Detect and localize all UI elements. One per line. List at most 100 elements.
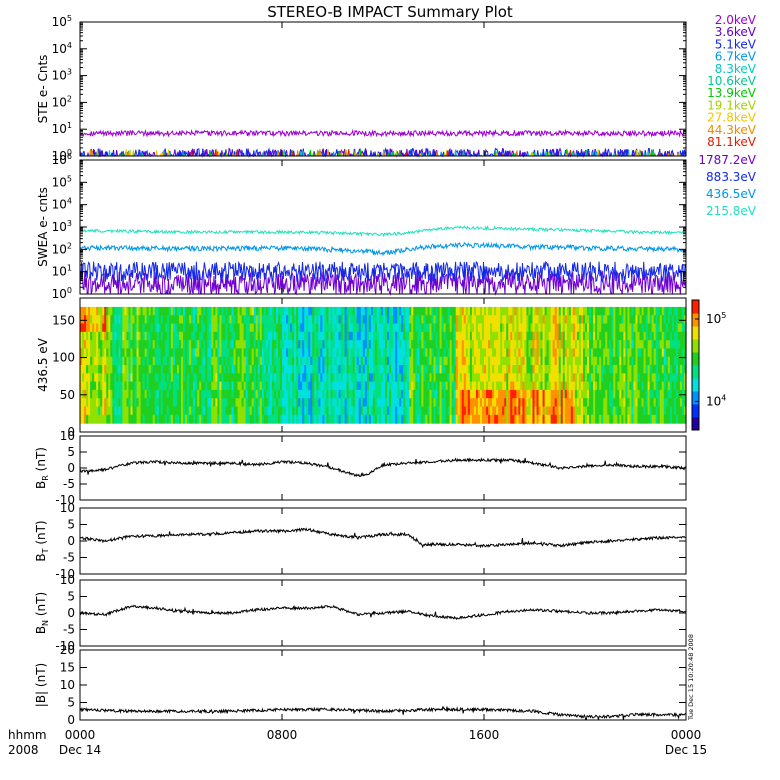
heatmap-cell xyxy=(320,348,323,358)
heatmap-cell xyxy=(467,365,471,374)
heatmap-cell xyxy=(613,365,616,374)
heatmap-cell xyxy=(463,406,467,416)
heatmap-cell xyxy=(286,356,289,366)
heatmap-cell xyxy=(130,365,134,374)
heatmap-cell xyxy=(142,398,146,408)
heatmap-cell xyxy=(231,356,235,366)
heatmap-cell xyxy=(328,373,332,383)
heatmap-cell xyxy=(209,381,212,391)
heatmap-cell xyxy=(597,406,600,416)
heatmap-cell xyxy=(383,348,386,358)
heatmap-cell xyxy=(158,398,162,408)
heatmap-cell xyxy=(508,306,511,316)
heatmap-cell xyxy=(296,389,299,399)
colorbar-segment xyxy=(692,332,699,336)
heatmap-cell xyxy=(421,340,424,350)
heatmap-cell xyxy=(659,356,663,366)
heatmap-cell xyxy=(490,306,493,316)
heatmap-cell xyxy=(172,315,176,325)
heatmap-cell xyxy=(534,414,538,424)
heatmap-cell xyxy=(554,323,558,333)
heatmap-cell xyxy=(136,323,140,333)
heatmap-cell xyxy=(348,414,352,424)
heatmap-cell xyxy=(621,414,624,424)
heatmap-cell xyxy=(653,306,657,316)
heatmap-cell xyxy=(591,381,594,391)
heatmap-cell xyxy=(544,315,548,325)
heatmap-cell xyxy=(90,306,93,316)
heatmap-cell xyxy=(344,406,348,416)
heatmap-cell xyxy=(350,323,354,333)
heatmap-cell xyxy=(675,348,679,358)
x-axis-row1-label: hhmm xyxy=(8,728,47,742)
heatmap-cell xyxy=(166,406,170,416)
heatmap-cell xyxy=(576,315,580,325)
heatmap-cell xyxy=(235,348,239,358)
heatmap-cell xyxy=(120,340,124,350)
heatmap-cell xyxy=(516,373,519,383)
heatmap-cell xyxy=(435,365,439,374)
heatmap-cell xyxy=(146,406,150,416)
heatmap-cell xyxy=(277,323,281,333)
heatmap-cell xyxy=(566,340,570,350)
heatmap-cell xyxy=(253,381,257,391)
heatmap-cell xyxy=(405,414,408,424)
heatmap-cell xyxy=(249,348,253,358)
heatmap-cell xyxy=(613,373,616,383)
heatmap-cell xyxy=(449,306,453,316)
heatmap-cell xyxy=(102,398,105,408)
heatmap-cell xyxy=(582,323,586,333)
heatmap-cell xyxy=(219,373,222,383)
heatmap-cell xyxy=(659,340,663,350)
heatmap-cell xyxy=(532,414,536,424)
heatmap-cell xyxy=(146,340,150,350)
heatmap-cell xyxy=(415,323,418,333)
heatmap-cell xyxy=(399,381,402,391)
heatmap-cell xyxy=(433,373,437,383)
heatmap-cell xyxy=(399,373,402,383)
heatmap-cell xyxy=(524,406,528,416)
heatmap-cell xyxy=(259,365,263,374)
heatmap-cell xyxy=(92,348,95,358)
heatmap-cell xyxy=(279,373,283,383)
heatmap-cell xyxy=(389,398,392,408)
heatmap-cell xyxy=(467,331,471,341)
heatmap-cell xyxy=(399,323,402,333)
heatmap-cell xyxy=(615,373,618,383)
heatmap-cell xyxy=(421,373,424,383)
y-tick-base: 10 xyxy=(52,15,67,29)
heatmap-cell xyxy=(241,414,245,424)
heatmap-cell xyxy=(522,365,525,374)
heatmap-cell xyxy=(532,365,536,374)
heatmap-cell xyxy=(467,348,471,358)
heatmap-cell xyxy=(116,323,119,333)
heatmap-cell xyxy=(447,340,451,350)
heatmap-cell xyxy=(150,414,154,424)
heatmap-cell xyxy=(465,356,469,366)
heatmap-cell xyxy=(469,373,473,383)
heatmap-cell xyxy=(546,323,550,333)
heatmap-cell xyxy=(338,381,342,391)
heatmap-cell xyxy=(372,389,376,399)
heatmap-cell xyxy=(389,348,392,358)
heatmap-cell xyxy=(286,331,289,341)
heatmap-cell xyxy=(273,365,277,374)
heatmap-cell xyxy=(457,414,461,424)
heatmap-cell xyxy=(300,323,303,333)
heatmap-cell xyxy=(106,373,109,383)
heatmap-cell xyxy=(183,414,186,424)
heatmap-cell xyxy=(263,331,267,341)
heatmap-cell xyxy=(558,315,562,325)
heatmap-cell xyxy=(661,414,665,424)
heatmap-cell xyxy=(536,356,540,366)
heatmap-cell xyxy=(397,414,400,424)
heatmap-cell xyxy=(663,414,667,424)
heatmap-cell xyxy=(366,406,370,416)
heatmap-cell xyxy=(225,365,229,374)
heatmap-cell xyxy=(174,389,178,399)
field-line xyxy=(79,457,687,478)
heatmap-cell xyxy=(106,315,109,325)
heatmap-cell xyxy=(146,356,150,366)
heatmap-cell xyxy=(651,323,655,333)
